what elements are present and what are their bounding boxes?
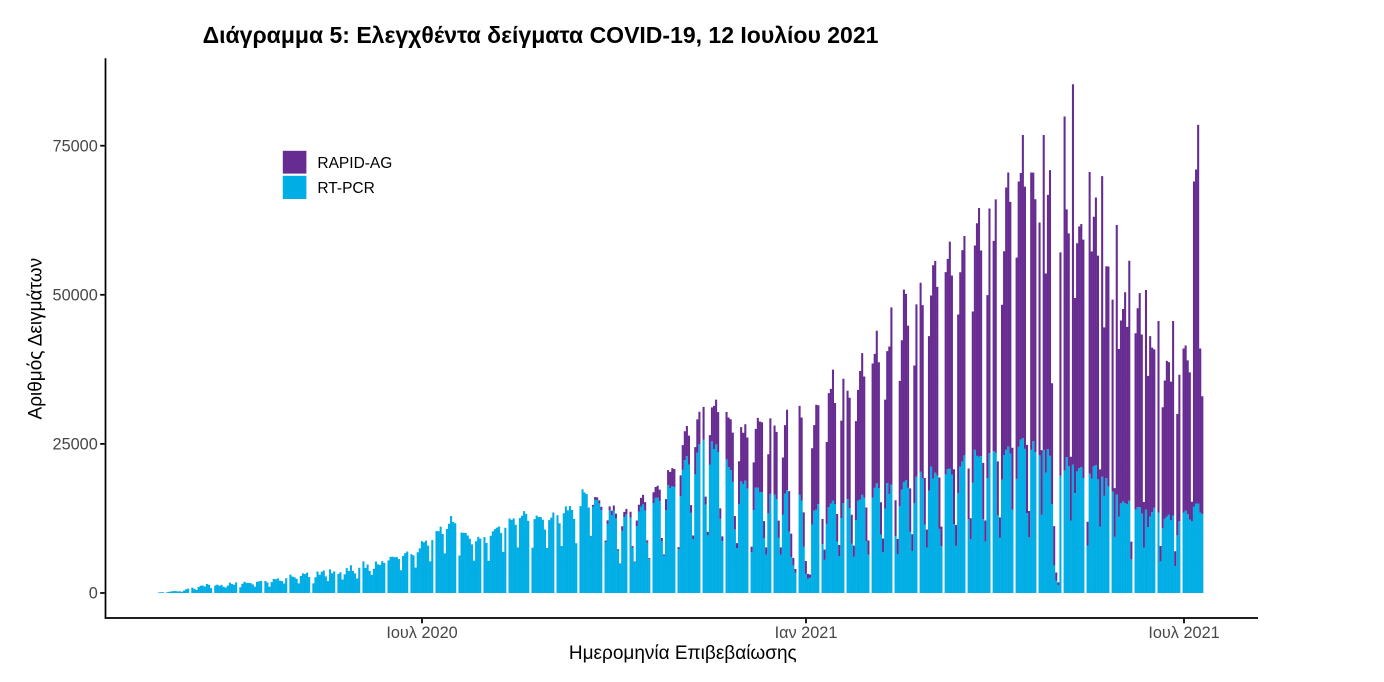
svg-text:Ιαν 2021: Ιαν 2021 [775, 624, 838, 642]
svg-text:Αριθμός Δειγμάτων: Αριθμός Δειγμάτων [26, 258, 47, 420]
svg-text:0: 0 [89, 585, 98, 603]
svg-text:Ημερομηνία Επιβεβαίωσης: Ημερομηνία Επιβεβαίωσης [569, 643, 797, 664]
svg-text:Διάγραμμα 5: Ελεγχθέντα δείγμα: Διάγραμμα 5: Ελεγχθέντα δείγματα COVID-1… [203, 22, 879, 48]
svg-text:RT-PCR: RT-PCR [317, 180, 374, 197]
svg-text:RAPID-AG: RAPID-AG [317, 155, 392, 172]
svg-text:25000: 25000 [53, 436, 98, 454]
svg-text:Ιουλ 2020: Ιουλ 2020 [386, 624, 457, 642]
svg-text:75000: 75000 [53, 137, 98, 155]
svg-text:50000: 50000 [53, 286, 98, 304]
svg-text:Ιουλ 2021: Ιουλ 2021 [1148, 624, 1219, 642]
